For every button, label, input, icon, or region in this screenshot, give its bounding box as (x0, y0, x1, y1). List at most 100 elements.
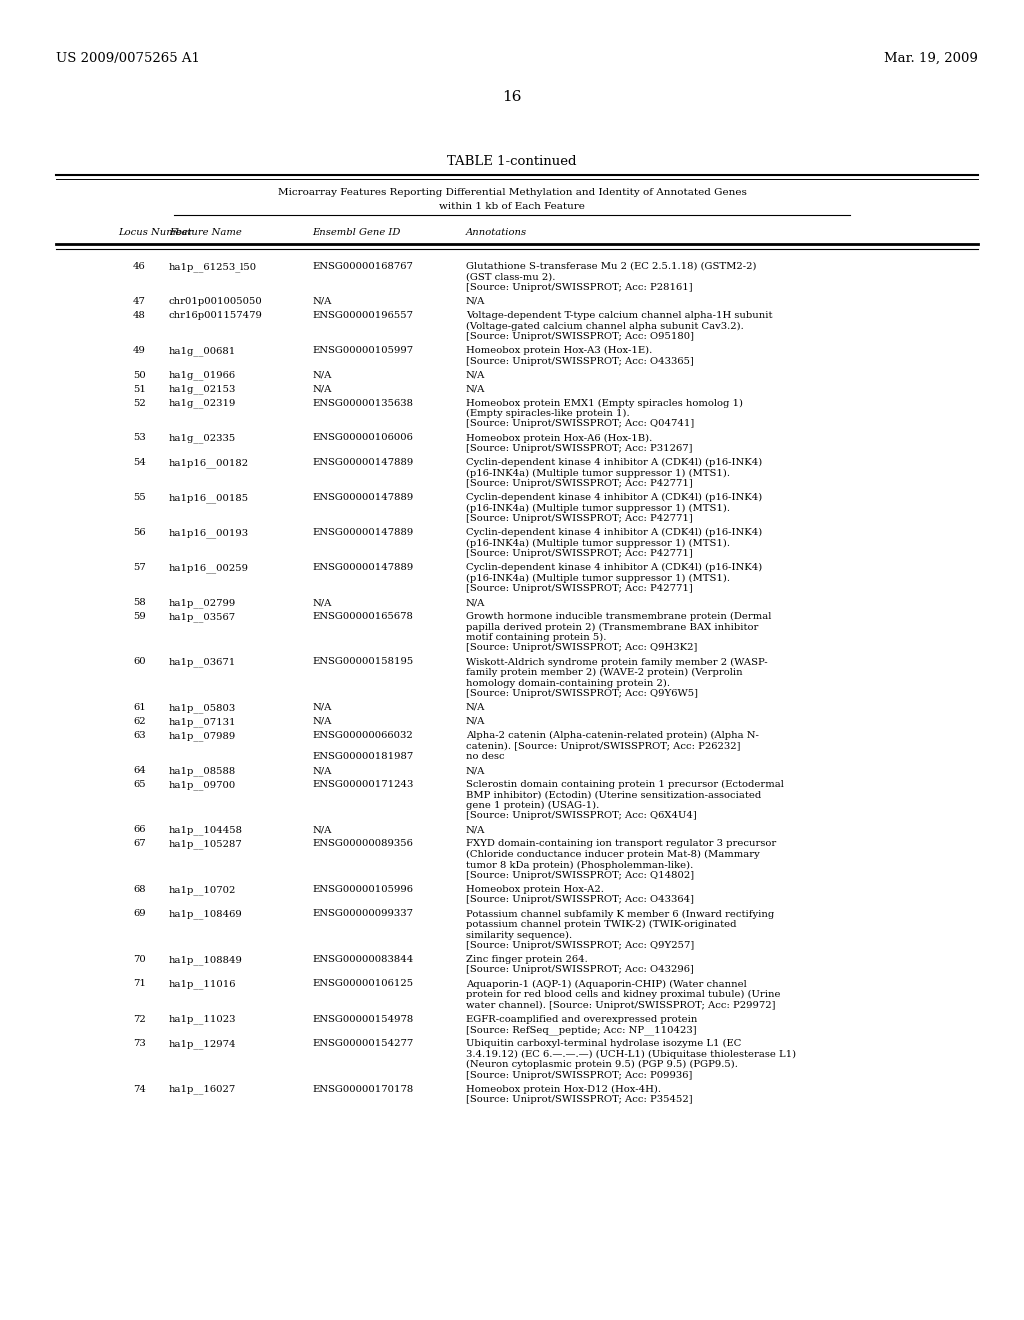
Text: Aquaporin-1 (AQP-1) (Aquaporin-CHIP) (Water channel: Aquaporin-1 (AQP-1) (Aquaporin-CHIP) (Wa… (466, 979, 746, 989)
Text: ha1p__10702: ha1p__10702 (169, 884, 237, 895)
Text: (GST class-mu 2).: (GST class-mu 2). (466, 272, 555, 281)
Text: (p16-INK4a) (Multiple tumor suppressor 1) (MTS1).: (p16-INK4a) (Multiple tumor suppressor 1… (466, 539, 730, 548)
Text: ha1p__11023: ha1p__11023 (169, 1015, 237, 1024)
Text: ha1p__61253_l50: ha1p__61253_l50 (169, 261, 257, 272)
Text: 65: 65 (133, 780, 145, 789)
Text: N/A: N/A (312, 766, 332, 775)
Text: ENSG00000158195: ENSG00000158195 (312, 657, 414, 667)
Text: ENSG00000105996: ENSG00000105996 (312, 884, 414, 894)
Text: (p16-INK4a) (Multiple tumor suppressor 1) (MTS1).: (p16-INK4a) (Multiple tumor suppressor 1… (466, 573, 730, 582)
Text: [Source: Uniprot/SWISSPROT; Acc: P28161]: [Source: Uniprot/SWISSPROT; Acc: P28161] (466, 282, 692, 292)
Text: 49: 49 (133, 346, 145, 355)
Text: ha1g__00681: ha1g__00681 (169, 346, 237, 355)
Text: (Voltage-gated calcium channel alpha subunit Cav3.2).: (Voltage-gated calcium channel alpha sub… (466, 322, 743, 330)
Text: 58: 58 (133, 598, 145, 607)
Text: [Source: Uniprot/SWISSPROT; Acc: P09936]: [Source: Uniprot/SWISSPROT; Acc: P09936] (466, 1071, 692, 1080)
Text: similarity sequence).: similarity sequence). (466, 931, 572, 940)
Text: ENSG00000106006: ENSG00000106006 (312, 433, 414, 442)
Text: ha1p__03671: ha1p__03671 (169, 657, 237, 667)
Text: 56: 56 (133, 528, 145, 537)
Text: 3.4.19.12) (EC 6.—.—.—) (UCH-L1) (Ubiquitase thiolesterase L1): 3.4.19.12) (EC 6.—.—.—) (UCH-L1) (Ubiqui… (466, 1049, 796, 1059)
Text: ENSG00000083844: ENSG00000083844 (312, 954, 414, 964)
Text: [Source: RefSeq__peptide; Acc: NP__110423]: [Source: RefSeq__peptide; Acc: NP__11042… (466, 1026, 696, 1035)
Text: ENSG00000099337: ENSG00000099337 (312, 909, 414, 919)
Text: (Empty spiracles-like protein 1).: (Empty spiracles-like protein 1). (466, 409, 630, 418)
Text: Growth hormone inducible transmembrane protein (Dermal: Growth hormone inducible transmembrane p… (466, 612, 771, 622)
Text: ha1p__108469: ha1p__108469 (169, 909, 243, 919)
Text: [Source: Uniprot/SWISSPROT; Acc: P35452]: [Source: Uniprot/SWISSPROT; Acc: P35452] (466, 1096, 692, 1104)
Text: gene 1 protein) (USAG-1).: gene 1 protein) (USAG-1). (466, 801, 599, 810)
Text: N/A: N/A (312, 704, 332, 711)
Text: motif containing protein 5).: motif containing protein 5). (466, 634, 606, 642)
Text: [Source: Uniprot/SWISSPROT; Acc: Q6X4U4]: [Source: Uniprot/SWISSPROT; Acc: Q6X4U4] (466, 812, 696, 821)
Text: 57: 57 (133, 564, 145, 572)
Text: ha1p__105287: ha1p__105287 (169, 840, 243, 849)
Text: papilla derived protein 2) (Transmembrane BAX inhibitor: papilla derived protein 2) (Transmembran… (466, 623, 759, 632)
Text: no desc: no desc (466, 752, 505, 762)
Text: ha1p__108849: ha1p__108849 (169, 954, 243, 965)
Text: (Chloride conductance inducer protein Mat-8) (Mammary: (Chloride conductance inducer protein Ma… (466, 850, 760, 859)
Text: N/A: N/A (312, 825, 332, 834)
Text: ENSG00000196557: ENSG00000196557 (312, 312, 414, 319)
Text: 71: 71 (133, 979, 145, 989)
Text: potassium channel protein TWIK-2) (TWIK-originated: potassium channel protein TWIK-2) (TWIK-… (466, 920, 736, 929)
Text: Cyclin-dependent kinase 4 inhibitor A (CDK4l) (p16-INK4): Cyclin-dependent kinase 4 inhibitor A (C… (466, 458, 762, 467)
Text: 50: 50 (133, 371, 145, 380)
Text: 72: 72 (133, 1015, 145, 1023)
Text: TABLE 1-continued: TABLE 1-continued (447, 154, 577, 168)
Text: 61: 61 (133, 704, 145, 711)
Text: ENSG00000154978: ENSG00000154978 (312, 1015, 414, 1023)
Text: Voltage-dependent T-type calcium channel alpha-1H subunit: Voltage-dependent T-type calcium channel… (466, 312, 772, 319)
Text: 59: 59 (133, 612, 145, 620)
Text: ENSG00000147889: ENSG00000147889 (312, 492, 414, 502)
Text: ha1p__16027: ha1p__16027 (169, 1085, 237, 1094)
Text: Potassium channel subfamily K member 6 (Inward rectifying: Potassium channel subfamily K member 6 (… (466, 909, 774, 919)
Text: Homeobox protein EMX1 (Empty spiracles homolog 1): Homeobox protein EMX1 (Empty spiracles h… (466, 399, 743, 408)
Text: 55: 55 (133, 492, 145, 502)
Text: family protein member 2) (WAVE-2 protein) (Verprolin: family protein member 2) (WAVE-2 protein… (466, 668, 742, 677)
Text: Cyclin-dependent kinase 4 inhibitor A (CDK4l) (p16-INK4): Cyclin-dependent kinase 4 inhibitor A (C… (466, 492, 762, 502)
Text: Cyclin-dependent kinase 4 inhibitor A (CDK4l) (p16-INK4): Cyclin-dependent kinase 4 inhibitor A (C… (466, 528, 762, 537)
Text: [Source: Uniprot/SWISSPROT; Acc: P42771]: [Source: Uniprot/SWISSPROT; Acc: P42771] (466, 583, 692, 593)
Text: 62: 62 (133, 717, 145, 726)
Text: N/A: N/A (312, 384, 332, 393)
Text: Homeobox protein Hox-D12 (Hox-4H).: Homeobox protein Hox-D12 (Hox-4H). (466, 1085, 660, 1094)
Text: ENSG00000154277: ENSG00000154277 (312, 1039, 414, 1048)
Text: 73: 73 (133, 1039, 145, 1048)
Text: 60: 60 (133, 657, 145, 667)
Text: ENSG00000168767: ENSG00000168767 (312, 261, 414, 271)
Text: protein for red blood cells and kidney proximal tubule) (Urine: protein for red blood cells and kidney p… (466, 990, 780, 999)
Text: [Source: Uniprot/SWISSPROT; Acc: P31267]: [Source: Uniprot/SWISSPROT; Acc: P31267] (466, 444, 692, 453)
Text: 66: 66 (133, 825, 145, 834)
Text: chr16p001157479: chr16p001157479 (169, 312, 263, 319)
Text: 48: 48 (133, 312, 145, 319)
Text: BMP inhibitor) (Ectodin) (Uterine sensitization-associated: BMP inhibitor) (Ectodin) (Uterine sensit… (466, 791, 761, 800)
Text: EGFR-coamplified and overexpressed protein: EGFR-coamplified and overexpressed prote… (466, 1015, 697, 1023)
Text: N/A: N/A (466, 384, 485, 393)
Text: Ubiquitin carboxyl-terminal hydrolase isozyme L1 (EC: Ubiquitin carboxyl-terminal hydrolase is… (466, 1039, 741, 1048)
Text: Mar. 19, 2009: Mar. 19, 2009 (884, 51, 978, 65)
Text: ha1p__07989: ha1p__07989 (169, 731, 237, 741)
Text: ha1p16__00182: ha1p16__00182 (169, 458, 249, 467)
Text: Zinc finger protein 264.: Zinc finger protein 264. (466, 954, 588, 964)
Text: ha1p__09700: ha1p__09700 (169, 780, 237, 789)
Text: N/A: N/A (466, 825, 485, 834)
Text: N/A: N/A (312, 717, 332, 726)
Text: N/A: N/A (466, 717, 485, 726)
Text: N/A: N/A (466, 704, 485, 711)
Text: ENSG00000171243: ENSG00000171243 (312, 780, 414, 789)
Text: N/A: N/A (312, 371, 332, 380)
Text: (p16-INK4a) (Multiple tumor suppressor 1) (MTS1).: (p16-INK4a) (Multiple tumor suppressor 1… (466, 503, 730, 512)
Text: ha1p__08588: ha1p__08588 (169, 766, 237, 776)
Text: [Source: Uniprot/SWISSPROT; Acc: Q04741]: [Source: Uniprot/SWISSPROT; Acc: Q04741] (466, 420, 694, 429)
Text: Homeobox protein Hox-A2.: Homeobox protein Hox-A2. (466, 884, 604, 894)
Text: ENSG00000089356: ENSG00000089356 (312, 840, 414, 849)
Text: Cyclin-dependent kinase 4 inhibitor A (CDK4l) (p16-INK4): Cyclin-dependent kinase 4 inhibitor A (C… (466, 564, 762, 572)
Text: Microarray Features Reporting Differential Methylation and Identity of Annotated: Microarray Features Reporting Differenti… (278, 187, 746, 197)
Text: 53: 53 (133, 433, 145, 442)
Text: Feature Name: Feature Name (169, 228, 242, 238)
Text: [Source: Uniprot/SWISSPROT; Acc: Q9H3K2]: [Source: Uniprot/SWISSPROT; Acc: Q9H3K2] (466, 644, 697, 652)
Text: 68: 68 (133, 884, 145, 894)
Text: ha1p__02799: ha1p__02799 (169, 598, 237, 607)
Text: N/A: N/A (466, 766, 485, 775)
